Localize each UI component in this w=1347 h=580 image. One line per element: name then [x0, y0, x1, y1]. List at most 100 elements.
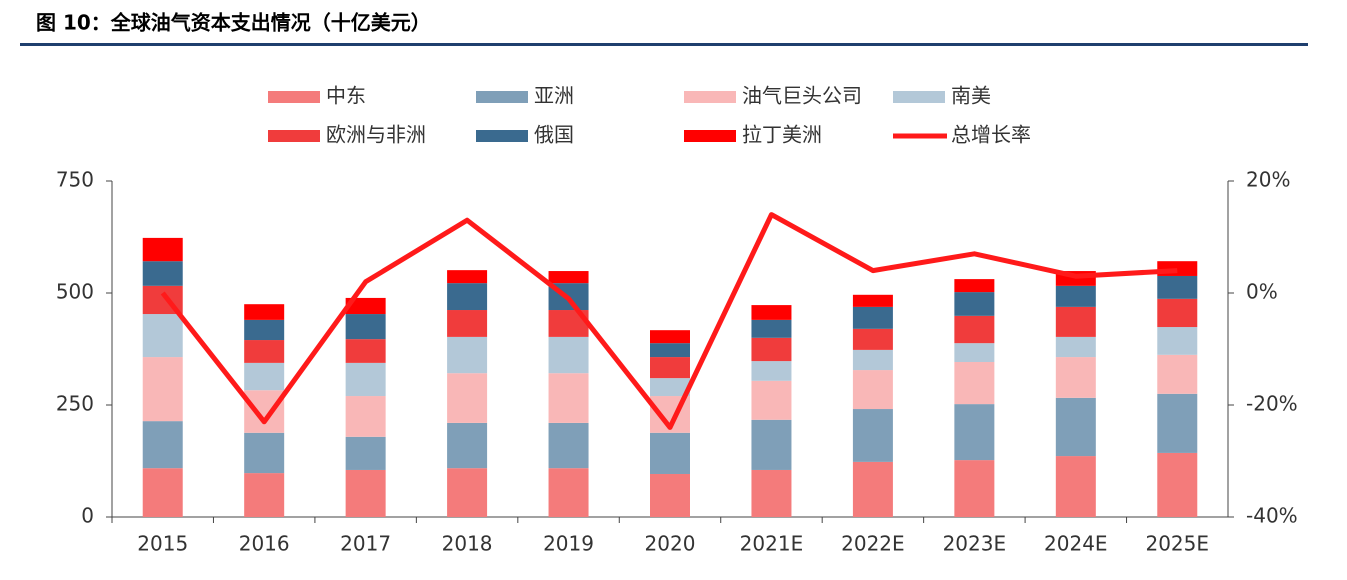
y2-tick-label: -20%: [1246, 392, 1298, 416]
bar-segment: [1055, 357, 1096, 398]
bar-segment: [954, 460, 995, 517]
x-tick-label: 2019: [543, 532, 594, 556]
bar-segment: [852, 409, 893, 462]
bar-segment: [244, 390, 285, 433]
bar-segment: [447, 468, 488, 517]
x-tick-label: 2025E: [1145, 532, 1209, 556]
legend-label: 总增长率: [951, 123, 1031, 147]
x-tick-label: 2015: [137, 532, 188, 556]
bar-segment: [1055, 285, 1096, 307]
bar-segment: [548, 468, 589, 517]
bar-segment: [852, 370, 893, 410]
bar-segment: [142, 237, 183, 262]
bar-segment: [650, 378, 690, 397]
bar-segment: [954, 404, 995, 461]
x-tick-label: 2021E: [740, 532, 804, 556]
title-rule: [20, 43, 1308, 46]
legend-swatch: [268, 91, 320, 103]
bar-segment: [447, 373, 488, 423]
bar-segment: [447, 422, 488, 469]
bar-segment: [954, 361, 995, 405]
x-tick-label: 2022E: [841, 532, 905, 556]
legend-label: 中东: [326, 84, 366, 108]
legend-label: 南美: [951, 84, 991, 108]
bar-segment: [852, 328, 893, 350]
chart-title: 图 10：全球油气资本支出情况（十亿美元）: [36, 11, 431, 35]
x-tick-label: 2023E: [943, 532, 1007, 556]
bar-segment: [244, 473, 285, 517]
bar-segment: [345, 339, 386, 363]
bar-segment: [954, 292, 995, 316]
legend-label: 欧洲与非洲: [326, 123, 426, 147]
bar-segment: [244, 432, 285, 474]
bar-segment: [852, 461, 893, 517]
y-tick-label: 500: [56, 280, 94, 304]
bar-segment: [751, 419, 792, 470]
y-tick-label: 250: [56, 392, 94, 416]
x-tick-label: 2024E: [1044, 532, 1108, 556]
bar-segment: [751, 305, 792, 320]
x-tick-label: 2018: [442, 532, 493, 556]
bar-segment: [650, 343, 690, 358]
bar-segment: [852, 349, 893, 371]
y2-tick-label: 0%: [1246, 280, 1278, 304]
bar-segment: [244, 304, 285, 320]
bar-segment: [751, 319, 792, 338]
legend-swatch: [476, 91, 528, 103]
legend-label: 俄国: [534, 123, 574, 147]
x-tick-label: 2017: [340, 532, 391, 556]
bar-segment: [650, 432, 690, 474]
legend-label: 亚洲: [534, 84, 574, 108]
bar-segment: [1157, 354, 1198, 394]
bar-segment: [345, 362, 386, 397]
bar-segment: [548, 373, 589, 423]
legend-swatch: [268, 130, 320, 142]
bar-segment: [1055, 397, 1096, 457]
x-tick-label: 2020: [645, 532, 696, 556]
bar-segment: [1157, 393, 1198, 453]
y2-tick-label: 20%: [1246, 168, 1290, 192]
bar-segment: [447, 283, 488, 311]
bar-segment: [548, 422, 589, 469]
bar-segment: [244, 362, 285, 391]
bar-segment: [447, 270, 488, 284]
bar-segment: [650, 330, 690, 344]
bar-segment: [447, 310, 488, 337]
x-tick-label: 2016: [239, 532, 290, 556]
y-tick-label: 750: [56, 168, 94, 192]
bar-segment: [751, 380, 792, 420]
bar-segment: [548, 336, 589, 374]
legend-swatch: [684, 130, 736, 142]
bar-segment: [142, 261, 183, 286]
bar-segment: [447, 336, 488, 374]
bar-segment: [751, 361, 792, 381]
bar-segment: [345, 396, 386, 437]
bar-segment: [852, 294, 893, 307]
bar-segment: [954, 343, 995, 362]
legend-swatch: [893, 91, 945, 103]
bar-segment: [852, 306, 893, 329]
bar-segment: [142, 357, 183, 422]
bar-segment: [345, 436, 386, 470]
legend-swatch: [476, 130, 528, 142]
line-series: [160, 212, 1178, 430]
bar-segment: [345, 314, 386, 340]
bar-segment: [1157, 298, 1198, 328]
bar-segment: [244, 340, 285, 363]
bar-segment: [1157, 327, 1198, 355]
bar-segment: [650, 357, 690, 379]
bar-segment: [650, 473, 690, 517]
bar-segment: [1055, 306, 1096, 337]
bar-segment: [751, 337, 792, 362]
legend-swatch: [684, 91, 736, 103]
bar-segment: [345, 469, 386, 517]
bar-segment: [1157, 452, 1198, 517]
bar-segment: [142, 421, 183, 469]
y-tick-label: 0: [81, 504, 94, 528]
bar-segment: [954, 279, 995, 293]
legend-label: 拉丁美洲: [742, 123, 822, 147]
legend-label: 油气巨头公司: [742, 84, 862, 108]
bar-segment: [548, 271, 589, 284]
bar-segment: [1055, 336, 1096, 358]
